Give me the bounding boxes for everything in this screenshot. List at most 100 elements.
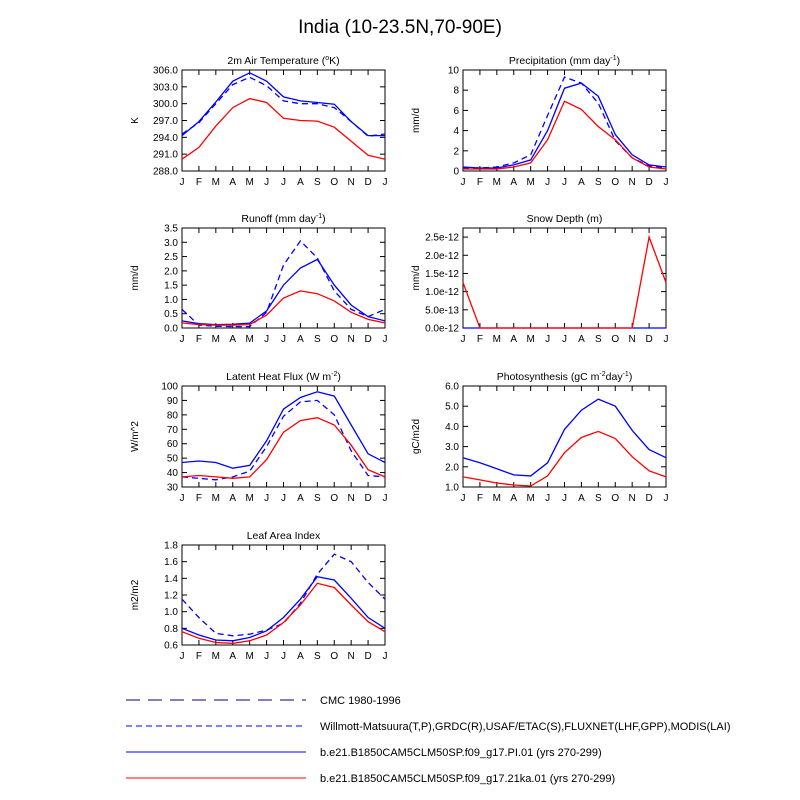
x-tick-label: O bbox=[611, 177, 619, 188]
panel-title: Photosynthesis (gC m-2day-1) bbox=[497, 371, 633, 383]
x-tick-label: D bbox=[645, 493, 652, 504]
y-tick-label: 294.0 bbox=[153, 133, 178, 144]
x-tick-label: M bbox=[493, 493, 501, 504]
x-tick-label: O bbox=[330, 493, 338, 504]
y-tick-label: 30 bbox=[167, 483, 179, 494]
x-tick-label: M bbox=[245, 493, 253, 504]
y-tick-label: 3.5 bbox=[164, 224, 178, 235]
y-tick-label: 0 bbox=[453, 167, 459, 178]
x-tick-label: D bbox=[645, 177, 652, 188]
y-tick-label: 6.0 bbox=[445, 382, 459, 393]
series-line-ka bbox=[462, 430, 667, 487]
y-tick-label: 70 bbox=[167, 425, 179, 436]
y-tick-label: 2.0 bbox=[445, 462, 459, 473]
panel-gpp: Photosynthesis (gC m-2day-1) 1.0 2.0 3.0 4.0… bbox=[411, 371, 669, 504]
x-tick-label: S bbox=[314, 493, 321, 504]
panel-snow: Snow Depth (m) 0.0e-12 5.0e-13 1.0e-12 1.5e-… bbox=[411, 213, 669, 345]
figure-title: India (10-23.5N,70-90E) bbox=[298, 17, 502, 38]
y-axis-label: W/m^2 bbox=[130, 421, 141, 452]
x-tick-label: A bbox=[297, 651, 304, 662]
x-tick-label: J bbox=[383, 651, 388, 662]
panel-title: Leaf Area Index bbox=[247, 530, 321, 542]
x-tick-label: S bbox=[314, 334, 321, 345]
y-tick-label: 1.0e-12 bbox=[425, 287, 459, 298]
y-tick-label: 3.0 bbox=[445, 442, 459, 453]
y-tick-label: 1.0 bbox=[164, 295, 178, 306]
y-tick-label: 2.0e-12 bbox=[425, 251, 459, 262]
y-tick-label: 291.0 bbox=[153, 150, 178, 161]
x-tick-label: M bbox=[526, 177, 534, 188]
x-tick-label: M bbox=[526, 493, 534, 504]
series-line-ka bbox=[181, 290, 386, 326]
x-tick-label: A bbox=[510, 177, 517, 188]
y-tick-label: 288.0 bbox=[153, 167, 178, 178]
x-tick-label: J bbox=[281, 177, 286, 188]
y-tick-label: 0.8 bbox=[164, 624, 178, 635]
y-tick-label: 1.4 bbox=[164, 574, 178, 585]
x-tick-label: N bbox=[629, 177, 636, 188]
y-axis-label: gC/m2d bbox=[411, 419, 422, 454]
y-tick-label: 1.8 bbox=[164, 541, 178, 552]
y-tick-label: 1.2 bbox=[164, 591, 178, 602]
x-tick-label: J bbox=[180, 177, 185, 188]
x-tick-label: M bbox=[493, 334, 501, 345]
x-tick-label: M bbox=[493, 177, 501, 188]
x-tick-label: A bbox=[578, 177, 585, 188]
y-axis-label: mm/d bbox=[411, 266, 422, 291]
x-tick-label: J bbox=[461, 177, 466, 188]
x-tick-label: A bbox=[578, 493, 585, 504]
y-tick-label: 0.0e-12 bbox=[425, 324, 459, 335]
x-tick-label: S bbox=[314, 651, 321, 662]
x-tick-label: F bbox=[196, 334, 202, 345]
series-line-ka bbox=[463, 100, 667, 170]
x-tick-label: F bbox=[477, 177, 483, 188]
x-tick-label: O bbox=[611, 334, 619, 345]
series-line-ka bbox=[181, 417, 386, 479]
series-line-obs bbox=[181, 553, 386, 637]
x-tick-label: J bbox=[461, 334, 466, 345]
x-tick-label: S bbox=[595, 334, 602, 345]
x-tick-label: J bbox=[180, 493, 185, 504]
x-tick-label: S bbox=[595, 493, 602, 504]
x-tick-label: D bbox=[645, 334, 652, 345]
y-axis-label: m2/m2 bbox=[130, 579, 141, 610]
series-line-pi bbox=[462, 82, 667, 169]
series-line-ka bbox=[181, 582, 386, 644]
x-tick-label: D bbox=[364, 493, 371, 504]
x-tick-label: J bbox=[664, 493, 669, 504]
x-tick-label: O bbox=[330, 177, 338, 188]
x-tick-label: J bbox=[545, 334, 550, 345]
x-tick-label: A bbox=[510, 493, 517, 504]
x-tick-label: A bbox=[229, 493, 236, 504]
y-tick-label: 4.0 bbox=[445, 422, 459, 433]
y-tick-label: 40 bbox=[167, 468, 179, 479]
x-tick-label: D bbox=[364, 177, 371, 188]
x-tick-label: A bbox=[510, 334, 517, 345]
x-tick-label: J bbox=[664, 334, 669, 345]
x-tick-label: M bbox=[212, 334, 220, 345]
y-tick-label: 303.0 bbox=[153, 82, 178, 93]
y-tick-label: 2.5 bbox=[164, 252, 178, 263]
x-tick-label: M bbox=[245, 334, 253, 345]
x-tick-label: J bbox=[383, 493, 388, 504]
plot-frame bbox=[181, 227, 386, 329]
series-line-ka bbox=[181, 97, 386, 160]
y-tick-label: 1.5 bbox=[164, 281, 178, 292]
y-axis-label: mm/d bbox=[411, 108, 422, 133]
legend-label-cmc: CMC 1980-1996 bbox=[320, 695, 401, 707]
y-tick-label: 2.5e-12 bbox=[425, 233, 459, 244]
y-tick-label: 100 bbox=[161, 382, 178, 393]
x-tick-label: J bbox=[281, 334, 286, 345]
y-tick-label: 5.0e-13 bbox=[425, 305, 459, 316]
x-tick-label: N bbox=[348, 177, 355, 188]
y-tick-label: 300.0 bbox=[153, 99, 178, 110]
x-tick-label: M bbox=[212, 177, 220, 188]
x-tick-label: J bbox=[545, 493, 550, 504]
x-tick-label: M bbox=[212, 493, 220, 504]
x-tick-label: J bbox=[264, 177, 269, 188]
x-tick-label: O bbox=[330, 334, 338, 345]
x-tick-label: F bbox=[196, 177, 202, 188]
series-line-obs bbox=[463, 76, 667, 169]
